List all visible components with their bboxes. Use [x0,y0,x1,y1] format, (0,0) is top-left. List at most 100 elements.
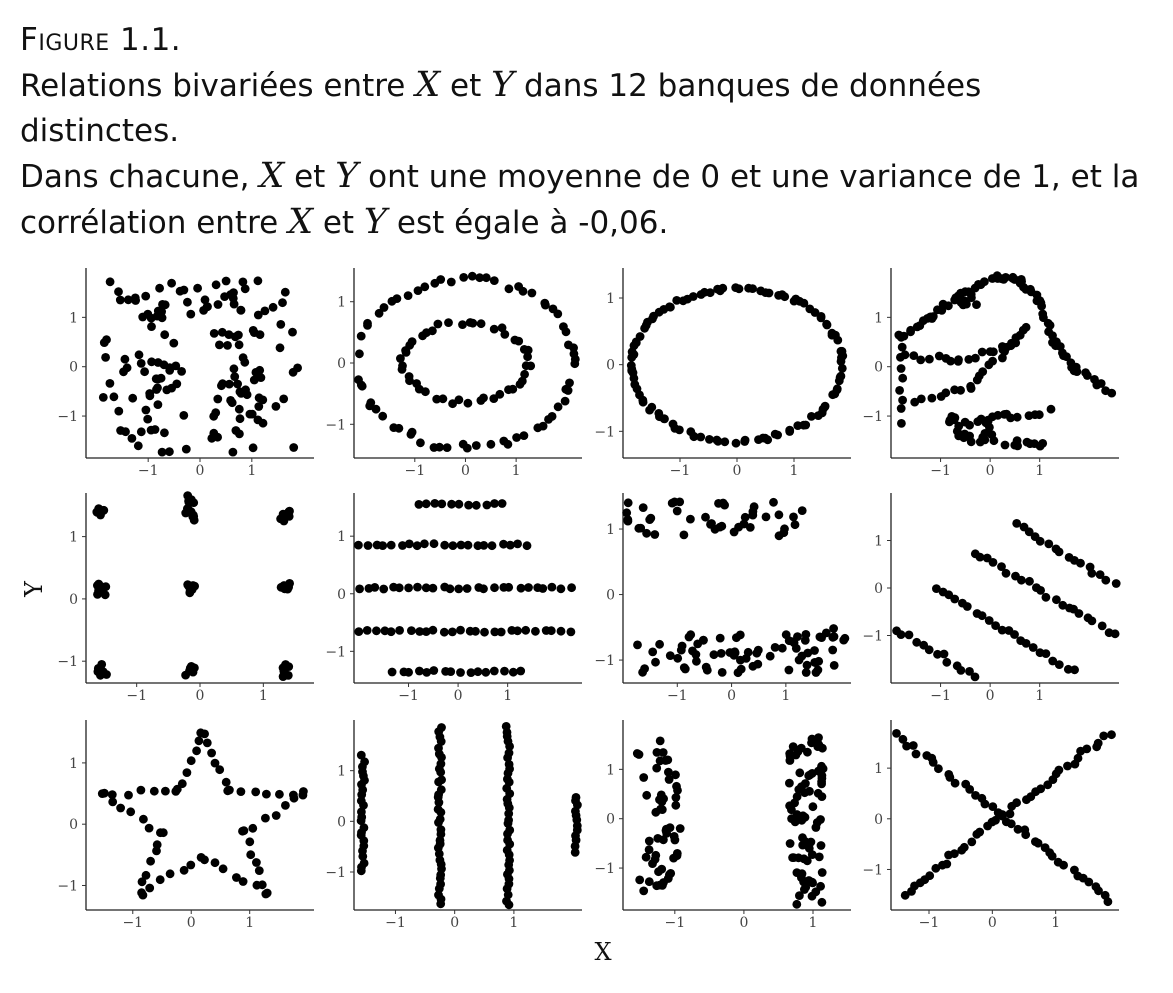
data-point [281,801,290,810]
x-tick-label: −1 [138,463,159,479]
data-point [501,722,511,731]
data-point [675,824,685,833]
data-point [413,286,423,295]
data-point [236,389,246,398]
data-point [988,356,997,366]
data-point [446,667,456,676]
data-point [133,441,143,451]
data-point [486,439,496,449]
data-point [837,346,847,356]
data-point [802,856,812,866]
data-point [496,627,506,637]
data-point [981,418,991,428]
data-point [196,728,206,738]
data-point [429,666,439,675]
data-point [280,287,290,297]
data-point [490,627,500,637]
data-point [251,787,261,797]
data-point [1021,322,1031,332]
data-point [964,355,974,364]
data-point [560,396,570,406]
data-point [215,765,225,775]
data-point [114,287,123,297]
data-point [354,540,363,550]
data-point [293,363,302,373]
data-point [141,291,151,301]
data-point [664,775,674,784]
data-point [956,666,966,675]
data-point [262,789,271,799]
data-point [505,540,515,550]
data-point [467,271,477,281]
data-point [904,630,914,640]
data-point [186,860,196,870]
y-tick-label: 1 [69,756,78,772]
data-point [548,304,558,314]
data-point [945,773,955,782]
y-tick-label: 0 [69,817,78,833]
y-tick-label: 0 [874,360,883,376]
data-point [420,282,430,292]
data-point [210,858,220,868]
data-point [185,588,195,598]
x-tick-label: 0 [986,688,995,704]
y-tick-label: 0 [606,812,615,828]
data-point [482,500,492,510]
data-point [906,325,915,335]
data-point [827,330,837,340]
data-point [989,347,998,357]
data-point [289,790,298,800]
data-point [115,295,125,305]
data-point [817,771,827,780]
data-point [1005,809,1015,819]
data-point [416,438,425,448]
y-tick-label: 0 [69,592,78,608]
data-point [1110,629,1120,639]
data-point [902,741,911,751]
data-point [183,580,193,589]
data-point [622,508,632,518]
data-point [218,379,228,389]
data-point [942,859,952,869]
data-point [656,790,666,800]
data-point [571,793,581,802]
data-point [213,300,223,309]
data-point [789,512,798,522]
data-point [143,414,153,424]
data-point [462,443,472,453]
data-point [211,280,221,290]
scatter-panel: −1 0 1 −1 0 1 [594,493,851,704]
data-point [407,626,416,635]
data-point [788,853,797,862]
y-tick-label: −1 [57,878,78,894]
data-point [1021,830,1031,840]
data-point [165,869,175,879]
data-point [692,656,701,666]
data-point [1095,570,1105,579]
data-point [956,385,965,395]
data-point [954,355,963,365]
data-point [122,363,132,373]
data-point [430,278,440,288]
data-point [623,515,633,524]
data-point [254,402,264,411]
data-point [224,330,234,339]
data-point [780,524,789,534]
y-tick-label: 0 [606,588,615,604]
data-point [371,404,381,414]
data-point [817,792,827,801]
data-point [475,273,485,283]
data-point [651,807,661,817]
data-point [748,510,758,520]
data-point [430,499,440,508]
data-point [785,427,795,436]
data-point [189,498,199,508]
data-point [246,850,256,860]
data-point [892,729,901,738]
data-point [139,814,148,824]
data-point [774,531,784,541]
data-point [221,777,231,787]
data-point [175,286,185,296]
data-point [546,626,556,636]
scatter-panel: −1 0 1 −1 0 1 [594,720,851,931]
